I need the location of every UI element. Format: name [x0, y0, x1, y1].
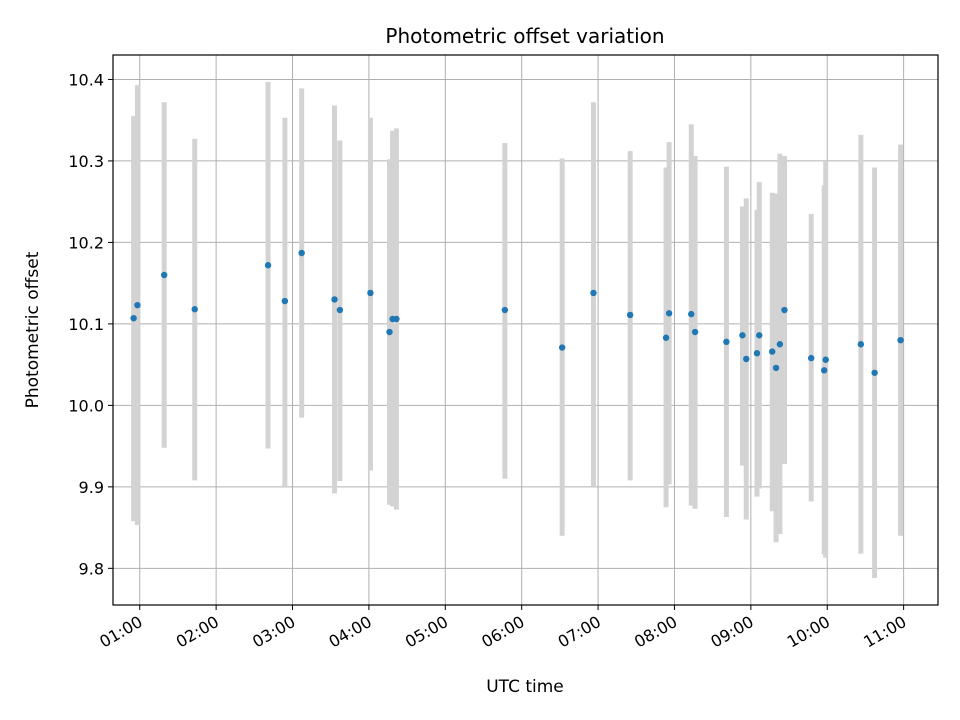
chart-title: Photometric offset variation [385, 24, 664, 48]
plot-frame [112, 54, 939, 606]
data-point [558, 344, 566, 351]
data-point [691, 328, 699, 336]
data-point [822, 356, 829, 363]
data-point [331, 296, 338, 303]
y-tick-label: 10.1 [68, 315, 104, 334]
data-point [857, 341, 865, 348]
data-point [897, 336, 904, 344]
grid [113, 55, 938, 605]
y-tick-label: 10.3 [68, 152, 104, 171]
data-point [626, 311, 634, 319]
data-point [386, 328, 393, 336]
data-point [298, 249, 305, 257]
y-tick-label: 9.9 [79, 478, 104, 497]
data-point [688, 310, 695, 318]
data-point [781, 306, 788, 314]
y-tick-label: 10.0 [68, 396, 104, 415]
data-point [264, 262, 272, 269]
y-axis-ticks: 9.8 9.9 10.0 10.1 10.2 10.3 10.4 [68, 70, 113, 578]
data-point [336, 306, 344, 314]
data-point [743, 355, 750, 363]
data-point [756, 332, 763, 339]
data-point [134, 301, 141, 309]
data-point [393, 315, 400, 323]
data-points [130, 249, 904, 376]
data-point [281, 297, 289, 305]
data-point [590, 289, 597, 297]
data-point [662, 334, 670, 341]
data-point [191, 306, 198, 313]
y-axis-title: Photometric offset [23, 251, 43, 408]
y-tick-label: 10.4 [68, 70, 104, 89]
data-point [820, 367, 828, 374]
data-point [772, 364, 780, 372]
y-tick-label: 10.2 [68, 233, 104, 252]
data-point [665, 310, 673, 317]
data-point [723, 338, 730, 346]
x-axis-title: UTC time [486, 677, 564, 697]
data-point [807, 354, 815, 362]
data-point [753, 350, 761, 357]
data-point [501, 306, 509, 314]
y-tick-label: 9.8 [79, 559, 104, 578]
data-point [776, 341, 784, 348]
data-point [130, 314, 137, 322]
data-point [871, 369, 878, 376]
data-point [160, 271, 168, 279]
data-point [739, 332, 746, 339]
data-point [769, 348, 776, 355]
data-point [367, 289, 374, 297]
